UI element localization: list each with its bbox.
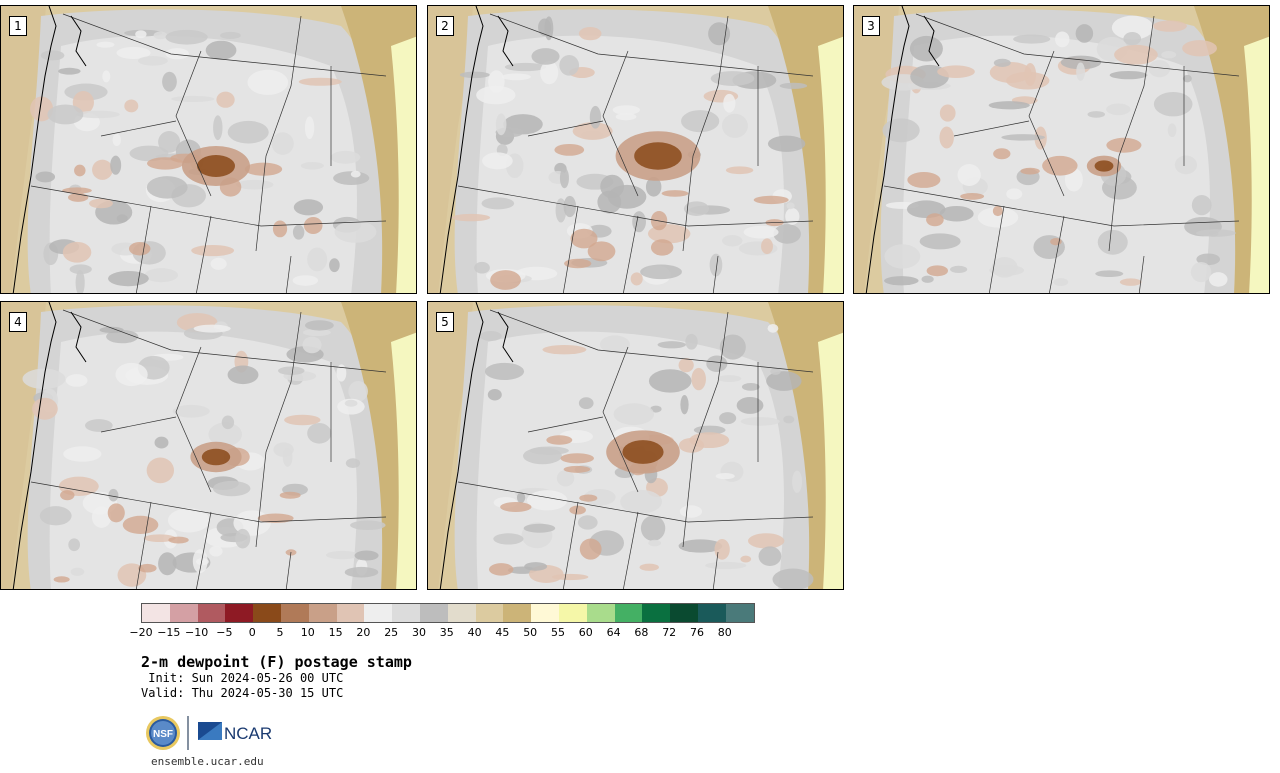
colorbar-swatch xyxy=(142,604,170,622)
colorbar-tick-label: 15 xyxy=(328,626,343,639)
colorbar-swatch xyxy=(336,604,365,622)
colorbar-tick-label: 45 xyxy=(495,626,510,639)
dewpoint-map-3 xyxy=(854,6,1269,293)
panel-number: 4 xyxy=(9,312,27,332)
colorbar-tick-label: 68 xyxy=(634,626,649,639)
colorbar-tick-label: −20 xyxy=(129,626,153,639)
colorbar-tick-label: 5 xyxy=(276,626,284,639)
map-panel-1: 1 xyxy=(0,5,417,294)
colorbar-tick-label: 0 xyxy=(248,626,256,639)
colorbar-swatch xyxy=(697,604,726,622)
colorbar-tick-label: 25 xyxy=(384,626,399,639)
colorbar-tick-label: 30 xyxy=(412,626,426,639)
colorbar-tick-label: −15 xyxy=(157,626,181,639)
site-url: ensemble.ucar.edu xyxy=(151,755,264,768)
colorbar-swatch xyxy=(531,604,559,622)
colorbar-tick-label: 35 xyxy=(439,626,454,639)
panel-number: 3 xyxy=(862,16,880,36)
map-panel-3: 3 xyxy=(853,5,1270,294)
colorbar-swatch xyxy=(642,604,671,622)
colorbar-swatch xyxy=(169,604,198,622)
dewpoint-map-2 xyxy=(428,6,843,293)
colorbar-swatch xyxy=(725,604,754,622)
colorbar xyxy=(141,603,755,623)
colorbar-tick-label: 55 xyxy=(551,626,565,639)
colorbar-swatch xyxy=(614,604,643,622)
colorbar-ticks: −20 −15 −10 −5 0 5 10 15 20 25 30 35 40 45 50 55 60 64 68 7… xyxy=(129,626,756,640)
dewpoint-map-4 xyxy=(1,302,416,589)
map-panel-4: 4 xyxy=(0,301,417,590)
valid-time: Valid: Thu 2024-05-30 15 UTC xyxy=(141,686,344,700)
colorbar-tick-label: 60 xyxy=(578,626,593,639)
ncar-logo-icon: NCAR xyxy=(198,722,272,743)
colorbar-swatch xyxy=(364,604,393,622)
colorbar-swatch xyxy=(419,604,448,622)
colorbar-tick-label: 76 xyxy=(690,626,704,639)
dewpoint-map-1 xyxy=(1,6,416,293)
colorbar-tick-label: 10 xyxy=(300,626,315,639)
ncar-logo-text: NCAR xyxy=(224,724,272,743)
colorbar-tick-label: 50 xyxy=(523,626,538,639)
panel-number: 2 xyxy=(436,16,454,36)
colorbar-swatch xyxy=(503,604,532,622)
colorbar-tick-label: 40 xyxy=(467,626,482,639)
dewpoint-map-5 xyxy=(428,302,843,589)
colorbar-tick-label: 20 xyxy=(356,626,371,639)
panel-number: 5 xyxy=(436,312,454,332)
colorbar-swatch xyxy=(308,604,337,622)
colorbar-tick-label: −10 xyxy=(184,626,209,639)
page-title: 2-m dewpoint (F) postage stamp xyxy=(141,653,412,671)
map-panel-5: 5 xyxy=(427,301,844,590)
init-time: Init: Sun 2024-05-26 00 UTC xyxy=(141,671,344,685)
colorbar-tick-label: 72 xyxy=(662,626,677,639)
colorbar-swatch xyxy=(475,604,504,622)
colorbar-swatch xyxy=(197,604,226,622)
colorbar-swatch xyxy=(586,604,615,622)
logos: NSF NCAR xyxy=(146,714,276,752)
nsf-logo-icon: NSF xyxy=(146,716,180,750)
map-panel-2: 2 xyxy=(427,5,844,294)
colorbar-swatch xyxy=(225,604,254,622)
colorbar-swatch xyxy=(253,604,281,622)
nsf-logo-text: NSF xyxy=(153,729,173,740)
colorbar-tick-label: 64 xyxy=(606,626,621,639)
colorbar-tick-label: 80 xyxy=(717,626,732,639)
panel-number: 1 xyxy=(9,16,27,36)
colorbar-swatch xyxy=(447,604,476,622)
colorbar-swatch xyxy=(558,604,587,622)
colorbar-swatch xyxy=(392,604,420,622)
colorbar-swatch xyxy=(280,604,309,622)
colorbar-tick-label: −5 xyxy=(216,626,233,639)
colorbar-swatch xyxy=(670,604,698,622)
